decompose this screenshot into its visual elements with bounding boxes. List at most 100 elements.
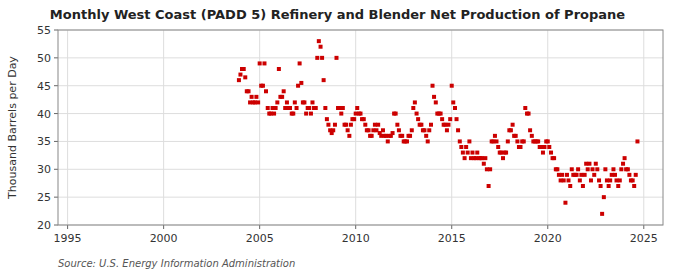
- point: [528, 128, 532, 132]
- point: [429, 123, 433, 127]
- point: [370, 134, 374, 138]
- point: [247, 89, 251, 93]
- point: [549, 151, 553, 155]
- source-note: Source: U.S. Energy Information Administ…: [58, 258, 295, 269]
- point: [627, 173, 631, 177]
- point: [315, 56, 319, 60]
- point: [347, 134, 351, 138]
- point: [632, 184, 636, 188]
- point: [405, 139, 409, 143]
- point: [299, 81, 303, 85]
- tick-mark: [259, 225, 260, 229]
- point: [599, 184, 603, 188]
- tick-label: 40: [37, 108, 51, 121]
- point: [488, 167, 492, 171]
- grid-line: [643, 30, 644, 225]
- point: [448, 117, 452, 121]
- point: [527, 112, 531, 116]
- point: [334, 56, 338, 60]
- point: [562, 178, 566, 182]
- point: [470, 151, 474, 155]
- point: [581, 184, 585, 188]
- point: [602, 195, 606, 199]
- point: [458, 139, 462, 143]
- point: [323, 106, 327, 110]
- point: [621, 162, 625, 166]
- point: [344, 123, 348, 127]
- point: [333, 123, 337, 127]
- point: [453, 106, 457, 110]
- point: [515, 139, 519, 143]
- point: [546, 139, 550, 143]
- tick-label: 2010: [342, 232, 370, 245]
- point: [461, 151, 465, 155]
- point: [439, 112, 443, 116]
- point: [451, 100, 455, 104]
- point: [250, 95, 254, 99]
- tick-label: 25: [37, 191, 51, 204]
- point: [275, 100, 279, 104]
- point: [511, 123, 515, 127]
- point: [597, 178, 601, 182]
- point: [493, 134, 497, 138]
- point: [395, 123, 399, 127]
- point: [586, 167, 590, 171]
- point: [623, 156, 627, 160]
- tick-label: 2005: [246, 232, 274, 245]
- point: [367, 128, 371, 132]
- point: [567, 178, 571, 182]
- point: [482, 162, 486, 166]
- point: [445, 128, 449, 132]
- point: [266, 106, 270, 110]
- tick-label: 35: [37, 135, 51, 148]
- point: [563, 201, 567, 205]
- point: [355, 106, 359, 110]
- point: [434, 100, 438, 104]
- point: [359, 112, 363, 116]
- point: [626, 167, 630, 171]
- point: [277, 67, 281, 71]
- point: [570, 167, 574, 171]
- point: [254, 95, 258, 99]
- point: [341, 106, 345, 110]
- point: [446, 123, 450, 127]
- point: [440, 117, 444, 121]
- point: [591, 167, 595, 171]
- tick-label: 2015: [438, 232, 466, 245]
- point: [310, 100, 314, 104]
- point: [410, 128, 414, 132]
- point: [415, 112, 419, 116]
- point: [261, 84, 265, 88]
- grid-line: [58, 85, 663, 86]
- point: [394, 112, 398, 116]
- point: [349, 123, 353, 127]
- y-axis-label: Thousand Barrels per Day: [6, 56, 19, 200]
- point: [317, 39, 321, 43]
- tick-label: 1995: [54, 232, 82, 245]
- point: [295, 106, 299, 110]
- point: [397, 128, 401, 132]
- point: [237, 78, 241, 82]
- point: [422, 128, 426, 132]
- point: [552, 156, 556, 160]
- chart: 2025303540455055199520002005201020152020…: [0, 0, 675, 275]
- point: [514, 134, 518, 138]
- point: [381, 128, 385, 132]
- tick-mark: [163, 225, 164, 229]
- point: [547, 145, 551, 149]
- tick-label: 50: [37, 52, 51, 65]
- point: [274, 106, 278, 110]
- grid-line: [58, 141, 663, 142]
- point: [603, 167, 607, 171]
- point: [595, 167, 599, 171]
- point: [506, 139, 510, 143]
- grid-line: [547, 30, 548, 225]
- point: [288, 106, 292, 110]
- point: [319, 45, 323, 49]
- point: [576, 167, 580, 171]
- point: [331, 128, 335, 132]
- point: [262, 61, 266, 65]
- point: [309, 112, 313, 116]
- grid: [58, 30, 663, 225]
- point: [504, 151, 508, 155]
